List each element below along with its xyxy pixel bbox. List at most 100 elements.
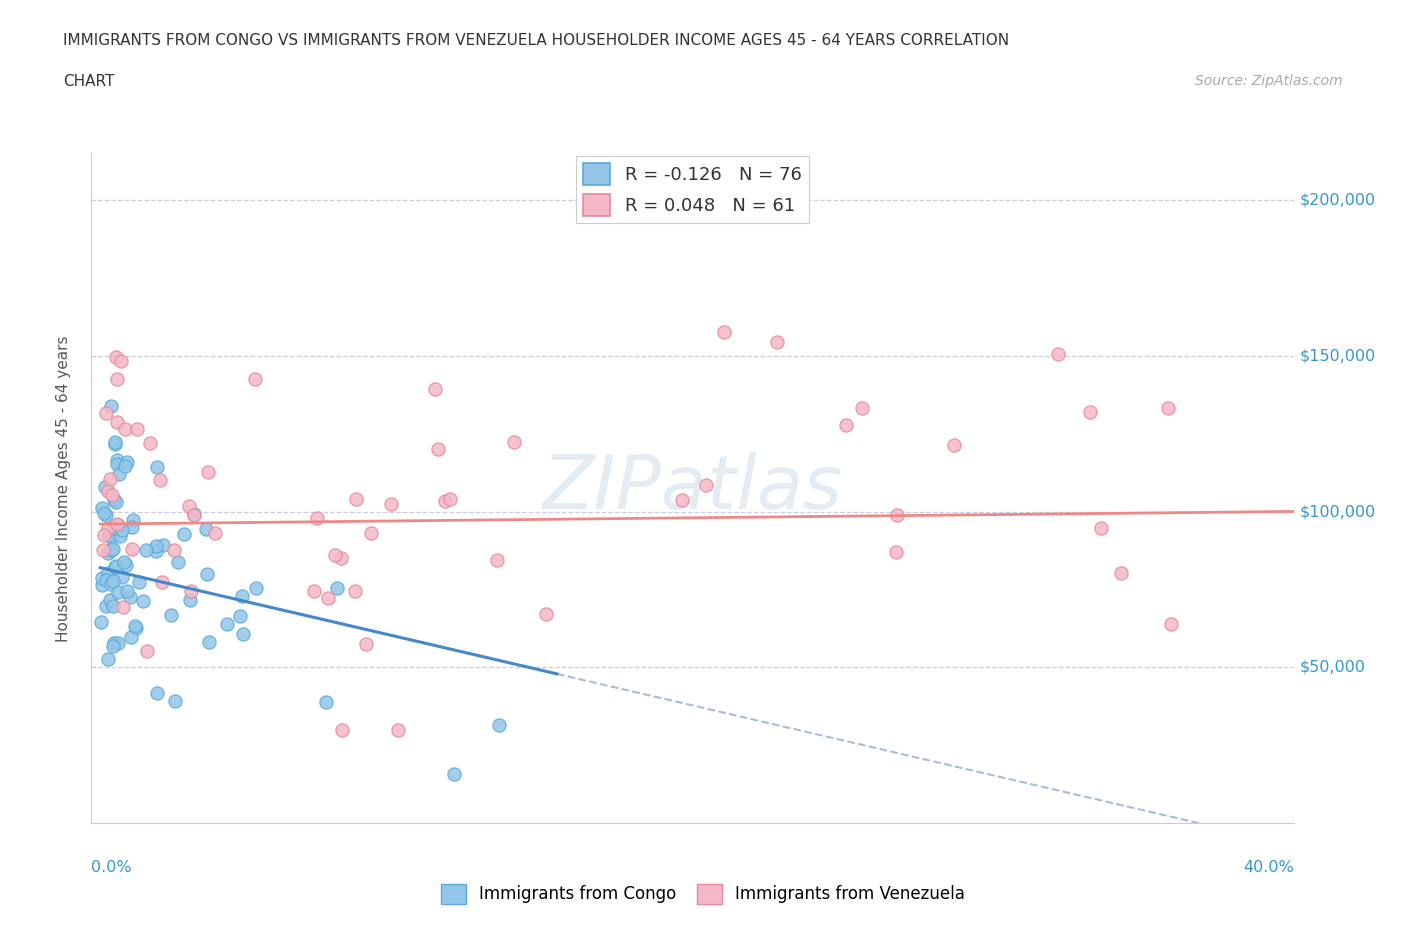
Point bbox=[197, 465, 219, 480]
Text: $50,000: $50,000 bbox=[1299, 659, 1365, 675]
Point bbox=[326, 580, 349, 595]
Legend: Immigrants from Congo, Immigrants from Venezuela: Immigrants from Congo, Immigrants from V… bbox=[434, 877, 972, 910]
Point bbox=[104, 436, 127, 451]
Text: Source: ZipAtlas.com: Source: ZipAtlas.com bbox=[1195, 74, 1343, 88]
Point bbox=[1157, 400, 1180, 415]
Point bbox=[503, 434, 526, 449]
Point bbox=[110, 353, 132, 368]
Point bbox=[1078, 405, 1101, 419]
Point bbox=[325, 548, 347, 563]
Point bbox=[534, 606, 557, 621]
Point bbox=[671, 493, 693, 508]
Point bbox=[100, 399, 122, 414]
Point bbox=[90, 501, 112, 516]
Point bbox=[96, 405, 118, 420]
Point bbox=[443, 767, 465, 782]
Point bbox=[105, 516, 128, 531]
Point bbox=[179, 592, 201, 607]
Point bbox=[107, 584, 129, 599]
Point bbox=[96, 573, 118, 588]
Point bbox=[91, 543, 114, 558]
Text: $150,000: $150,000 bbox=[1299, 349, 1376, 364]
Point bbox=[105, 371, 128, 386]
Point bbox=[121, 541, 143, 556]
Point bbox=[101, 598, 124, 613]
Point bbox=[835, 418, 858, 432]
Point bbox=[107, 517, 129, 532]
Point bbox=[1090, 521, 1112, 536]
Point bbox=[104, 495, 127, 510]
Point bbox=[488, 718, 510, 733]
Point bbox=[315, 695, 337, 710]
Point bbox=[125, 620, 148, 635]
Point bbox=[360, 526, 382, 541]
Point bbox=[138, 435, 160, 450]
Point bbox=[177, 498, 200, 513]
Point bbox=[107, 636, 129, 651]
Point bbox=[97, 520, 120, 535]
Text: ZIPatlas: ZIPatlas bbox=[543, 452, 842, 525]
Point bbox=[100, 543, 122, 558]
Point bbox=[217, 617, 239, 631]
Point bbox=[93, 528, 115, 543]
Point bbox=[103, 521, 125, 536]
Point bbox=[1109, 565, 1132, 580]
Point bbox=[115, 454, 138, 469]
Text: IMMIGRANTS FROM CONGO VS IMMIGRANTS FROM VENEZUELA HOUSEHOLDER INCOME AGES 45 - : IMMIGRANTS FROM CONGO VS IMMIGRANTS FROM… bbox=[63, 33, 1010, 47]
Point bbox=[766, 335, 789, 350]
Point bbox=[124, 618, 146, 633]
Point bbox=[163, 543, 186, 558]
Point bbox=[121, 520, 143, 535]
Point bbox=[128, 575, 150, 590]
Point bbox=[231, 589, 253, 604]
Point bbox=[103, 636, 125, 651]
Point bbox=[695, 477, 717, 492]
Point bbox=[136, 644, 159, 658]
Text: 40.0%: 40.0% bbox=[1243, 860, 1294, 875]
Point bbox=[104, 350, 127, 365]
Point bbox=[100, 531, 122, 546]
Point bbox=[114, 459, 136, 474]
Point bbox=[354, 637, 377, 652]
Point bbox=[104, 560, 127, 575]
Point bbox=[427, 442, 450, 457]
Point bbox=[387, 723, 409, 737]
Point bbox=[110, 529, 132, 544]
Point bbox=[1046, 346, 1069, 361]
Point bbox=[98, 472, 121, 487]
Point bbox=[149, 472, 172, 487]
Legend: R = -0.126   N = 76, R = 0.048   N = 61: R = -0.126 N = 76, R = 0.048 N = 61 bbox=[576, 156, 808, 223]
Point bbox=[329, 551, 352, 565]
Point bbox=[105, 415, 128, 430]
Point bbox=[145, 459, 167, 474]
Point bbox=[127, 421, 149, 436]
Point bbox=[229, 608, 252, 623]
Point bbox=[111, 599, 134, 614]
Point bbox=[851, 400, 873, 415]
Point bbox=[93, 506, 115, 521]
Point bbox=[94, 508, 117, 523]
Point bbox=[344, 492, 367, 507]
Point bbox=[115, 558, 138, 573]
Point bbox=[94, 598, 117, 613]
Point bbox=[380, 497, 402, 512]
Point bbox=[245, 581, 267, 596]
Point bbox=[90, 615, 112, 630]
Point bbox=[103, 493, 125, 508]
Point bbox=[198, 634, 221, 649]
Point bbox=[94, 480, 117, 495]
Point bbox=[135, 542, 157, 557]
Point bbox=[97, 652, 120, 667]
Point bbox=[183, 507, 205, 522]
Point bbox=[713, 325, 735, 339]
Point bbox=[245, 371, 267, 386]
Point bbox=[307, 511, 329, 525]
Point bbox=[152, 538, 174, 552]
Point bbox=[111, 523, 134, 538]
Point bbox=[425, 382, 447, 397]
Point bbox=[232, 626, 254, 641]
Text: $100,000: $100,000 bbox=[1299, 504, 1376, 519]
Point bbox=[100, 488, 122, 503]
Y-axis label: Householder Income Ages 45 - 64 years: Householder Income Ages 45 - 64 years bbox=[56, 335, 70, 642]
Point bbox=[183, 508, 205, 523]
